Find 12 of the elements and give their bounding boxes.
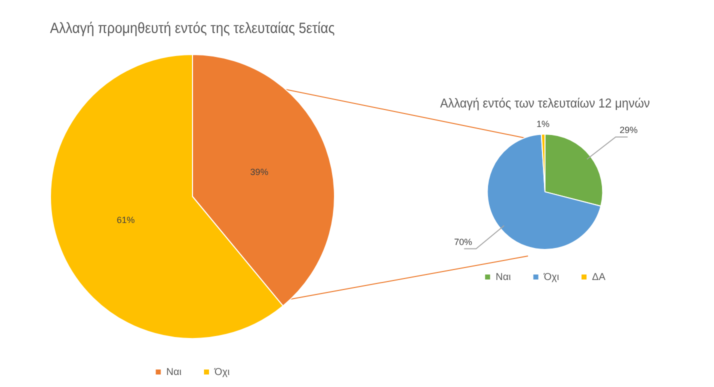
data-label: 1% (536, 119, 550, 130)
data-label: 29% (620, 124, 638, 135)
legend-label: Όχι (214, 366, 230, 378)
chart-title: Αλλαγή προμηθευτή εντός της τελευταίας 5ετίας (50, 20, 335, 38)
chart-title: Αλλαγή εντός των τελευταίων 12 μηνών (440, 96, 650, 110)
legend-label: Ναι (496, 272, 511, 283)
data-label: 70% (454, 236, 472, 247)
data-label: 39% (250, 166, 268, 177)
data-label: 61% (116, 215, 135, 226)
legend-label: Όχι (542, 272, 560, 283)
legend-label: ΔΑ (592, 272, 606, 283)
legend-label: Ναι (166, 366, 182, 378)
